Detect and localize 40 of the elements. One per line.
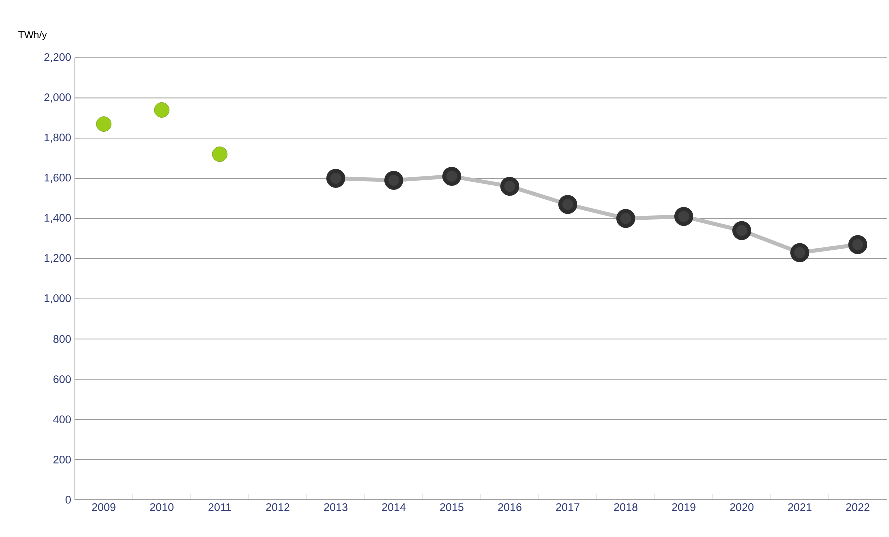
y-tick-label: 1,200 — [44, 254, 72, 264]
point — [500, 177, 520, 196]
x-tick-label: 2022 — [846, 504, 870, 512]
x-tick-label: 2015 — [440, 504, 464, 512]
point — [384, 171, 404, 190]
y-tick-label: 200 — [54, 456, 72, 464]
x-tick-label: 2020 — [730, 504, 754, 512]
y-tick-label: 1,000 — [44, 294, 72, 304]
x-tick-label: 2016 — [498, 504, 522, 512]
y-tick-label: 400 — [53, 416, 72, 424]
x-tick-label: 2019 — [672, 504, 696, 512]
y-axis-title: TWh/y — [18, 31, 48, 40]
y-tick-label: 0 — [66, 496, 72, 504]
y-tick-label: 800 — [54, 335, 72, 344]
point — [558, 195, 578, 214]
point — [616, 209, 636, 228]
point — [326, 169, 346, 188]
x-tick-label: 2012 — [266, 504, 290, 512]
y-tick-label: 2,200 — [44, 53, 72, 63]
point — [848, 235, 868, 254]
point — [212, 146, 228, 162]
y-tick-label: 600 — [54, 376, 72, 384]
x-tick-label: 2010 — [150, 504, 174, 512]
x-tick-label: 2017 — [556, 504, 580, 512]
x-tick-label: 2021 — [788, 504, 812, 512]
y-tick-label: 1,400 — [44, 214, 72, 224]
point — [674, 207, 694, 226]
point — [154, 102, 170, 118]
x-tick-label: 2013 — [324, 504, 348, 512]
x-tick-label: 2014 — [382, 504, 406, 512]
point — [442, 167, 462, 186]
x-tick-label: 2018 — [614, 504, 638, 512]
y-tick-label: 1,800 — [44, 134, 72, 143]
x-tick-label: 2009 — [92, 504, 116, 512]
y-tick-label: 2,000 — [44, 94, 72, 103]
point — [790, 243, 810, 262]
point — [732, 221, 752, 240]
y-tick-label: 1,600 — [44, 174, 72, 184]
point — [96, 116, 112, 132]
x-tick-label: 2011 — [208, 504, 232, 512]
